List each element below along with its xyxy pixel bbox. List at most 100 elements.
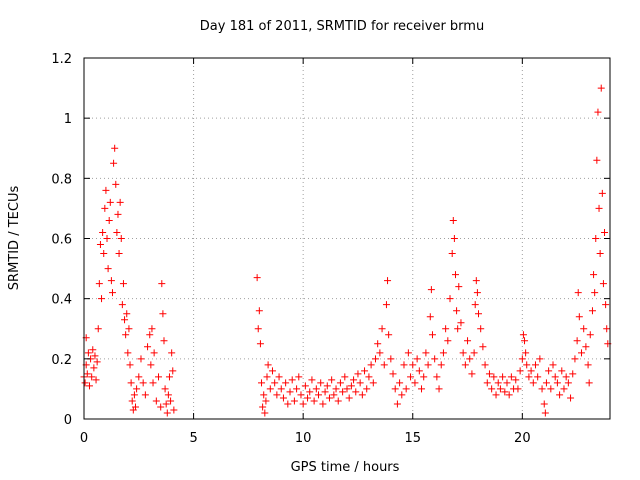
data-point xyxy=(594,108,602,116)
data-point xyxy=(574,289,582,297)
data-point xyxy=(507,373,515,381)
data-point xyxy=(523,361,531,369)
data-point xyxy=(297,391,305,399)
chart-title: Day 181 of 2011, SRMTID for receiver brm… xyxy=(200,19,484,34)
data-point xyxy=(562,373,570,381)
data-point xyxy=(255,307,263,315)
data-point xyxy=(144,343,152,351)
data-point xyxy=(81,379,89,387)
data-point xyxy=(415,367,423,375)
data-point xyxy=(90,364,98,372)
data-point xyxy=(485,370,493,378)
data-point xyxy=(121,316,129,324)
data-point xyxy=(376,349,384,357)
data-point xyxy=(418,385,426,393)
data-point xyxy=(358,391,366,399)
data-point xyxy=(602,301,610,309)
data-point xyxy=(119,280,127,288)
data-point xyxy=(545,367,553,375)
y-tick-label: 0 xyxy=(64,413,72,428)
data-point xyxy=(261,409,269,417)
data-point xyxy=(488,385,496,393)
data-point xyxy=(256,340,264,348)
data-point xyxy=(137,355,145,363)
data-point xyxy=(531,361,539,369)
x-tick-label: 10 xyxy=(295,431,312,446)
y-tick-label: 0.6 xyxy=(51,233,72,248)
data-point xyxy=(356,379,364,387)
data-point xyxy=(98,295,106,303)
data-point xyxy=(586,331,594,339)
data-point xyxy=(258,379,266,387)
data-point xyxy=(569,370,577,378)
data-point xyxy=(323,382,331,390)
data-point xyxy=(512,376,520,384)
data-point xyxy=(422,349,430,357)
data-point xyxy=(597,84,605,92)
data-point xyxy=(275,373,283,381)
data-point xyxy=(106,198,114,206)
data-point xyxy=(453,307,461,315)
data-point xyxy=(354,370,362,378)
data-point xyxy=(288,376,296,384)
data-point xyxy=(115,250,123,258)
data-point xyxy=(444,337,452,345)
data-point xyxy=(454,325,462,333)
data-point xyxy=(371,355,379,363)
data-point xyxy=(378,325,386,333)
data-point xyxy=(111,144,119,152)
data-point xyxy=(455,283,463,291)
data-point xyxy=(135,373,143,381)
data-point xyxy=(540,400,548,408)
data-point xyxy=(271,379,279,387)
data-point xyxy=(114,210,122,218)
data-point xyxy=(162,400,170,408)
data-point xyxy=(494,379,502,387)
data-point xyxy=(83,370,91,378)
axis-ticks: 0 5 10 15 20 0 0.2 0.4 0.6 0.8 1 1.2 xyxy=(51,52,610,446)
data-point xyxy=(496,385,504,393)
data-point xyxy=(165,373,173,381)
data-point xyxy=(473,289,481,297)
data-point xyxy=(139,379,147,387)
data-point xyxy=(279,394,287,402)
data-point xyxy=(264,361,272,369)
y-tick-label: 1 xyxy=(64,112,72,127)
data-point xyxy=(253,274,261,282)
gridlines xyxy=(84,58,610,419)
data-point xyxy=(149,379,157,387)
data-point xyxy=(505,391,513,399)
data-point xyxy=(315,391,323,399)
data-point xyxy=(593,156,601,164)
data-point xyxy=(100,250,108,258)
data-point xyxy=(94,325,102,333)
data-point xyxy=(578,349,586,357)
data-point xyxy=(124,349,132,357)
data-point xyxy=(369,379,377,387)
data-point xyxy=(332,385,340,393)
y-tick-label: 0.4 xyxy=(51,293,72,308)
data-point xyxy=(262,397,270,405)
data-point xyxy=(95,280,103,288)
data-point xyxy=(481,361,489,369)
data-point xyxy=(263,373,271,381)
data-point xyxy=(157,403,165,411)
data-point xyxy=(380,361,388,369)
data-point xyxy=(514,385,522,393)
data-point xyxy=(590,271,598,279)
data-point xyxy=(117,235,125,242)
data-point xyxy=(483,379,491,387)
data-point xyxy=(534,373,542,381)
data-point xyxy=(596,250,604,258)
data-point xyxy=(150,349,158,357)
data-point xyxy=(547,385,555,393)
data-point xyxy=(592,235,600,242)
data-point xyxy=(352,388,360,396)
data-point xyxy=(146,331,154,339)
data-point xyxy=(84,349,92,357)
data-point xyxy=(431,355,439,363)
data-points xyxy=(80,84,612,417)
data-point xyxy=(310,397,318,405)
data-point xyxy=(519,331,527,339)
x-tick-label: 20 xyxy=(514,431,531,446)
